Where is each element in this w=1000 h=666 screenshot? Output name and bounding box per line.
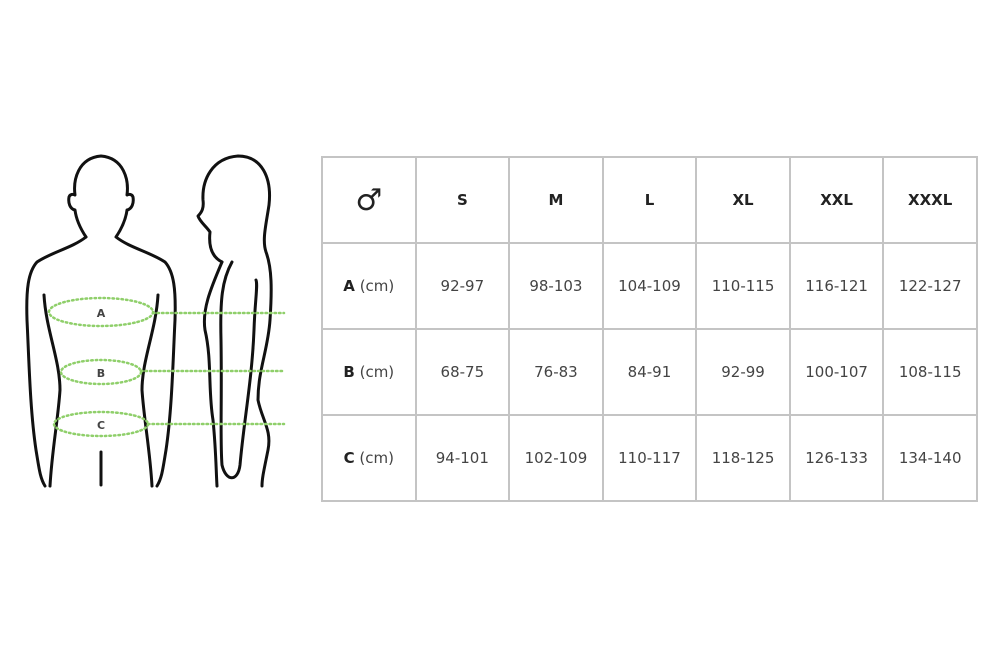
- front-figure-outline-left: [25, 235, 88, 488]
- table-cell: 100-107: [788, 328, 885, 416]
- table-cell: 92-99: [695, 328, 791, 416]
- table-row: C (cm) 94-101 102-109 110-117 118-125 12…: [321, 414, 978, 502]
- measure-b-label: B: [97, 367, 105, 380]
- front-figure-right-inner-arm: [140, 293, 160, 488]
- size-header: XL: [695, 156, 791, 244]
- table-header-row: ♂ S M L XL XXL XXXL: [321, 156, 978, 244]
- table-row: B (cm) 68-75 76-83 84-91 92-99 100-107 1…: [321, 328, 978, 416]
- size-header: M: [508, 156, 604, 244]
- table-cell: 116-121: [788, 242, 885, 330]
- row-label-unit: (cm): [359, 363, 395, 381]
- table-cell: 126-133: [788, 414, 885, 502]
- row-label: B (cm): [321, 328, 417, 416]
- male-symbol-icon: ♂: [321, 156, 417, 244]
- row-label: A (cm): [321, 242, 417, 330]
- table-row: A (cm) 92-97 98-103 104-109 110-115 116-…: [321, 242, 978, 330]
- table-cell: 92-97: [414, 242, 511, 330]
- size-chart-table: ♂ S M L XL XXL XXXL A (cm) 92-97 98-103 …: [321, 156, 978, 502]
- table-cell: 110-115: [695, 242, 791, 330]
- row-label-letter: C: [343, 449, 355, 467]
- table-cell: 122-127: [882, 242, 978, 330]
- size-header: XXL: [788, 156, 885, 244]
- body-measurement-figures: A B C: [25, 154, 286, 488]
- front-figure-outline: [67, 154, 177, 488]
- table-cell: 108-115: [882, 328, 978, 416]
- row-label-unit: (cm): [359, 277, 395, 295]
- table-cell: 118-125: [695, 414, 791, 502]
- table-cell: 98-103: [508, 242, 604, 330]
- table-cell: 94-101: [414, 414, 511, 502]
- front-figure-left-inner-arm: [42, 293, 62, 488]
- table-cell: 104-109: [601, 242, 698, 330]
- size-header: S: [414, 156, 511, 244]
- side-figure-arm: [219, 260, 259, 480]
- row-label-letter: B: [343, 363, 355, 381]
- measure-a-label: A: [97, 307, 106, 320]
- table-cell: 110-117: [601, 414, 698, 502]
- table-cell: 68-75: [414, 328, 511, 416]
- row-label-unit: (cm): [359, 449, 394, 467]
- side-figure-front-line: [202, 260, 224, 488]
- size-header: L: [601, 156, 698, 244]
- row-label-letter: A: [343, 277, 355, 295]
- table-cell: 134-140: [882, 414, 978, 502]
- row-label: C (cm): [321, 414, 417, 502]
- table-cell: 102-109: [508, 414, 604, 502]
- table-cell: 84-91: [601, 328, 698, 416]
- side-figure-outline: [196, 154, 273, 488]
- size-header: XXXL: [882, 156, 978, 244]
- measure-c-label: C: [97, 419, 105, 432]
- table-cell: 76-83: [508, 328, 604, 416]
